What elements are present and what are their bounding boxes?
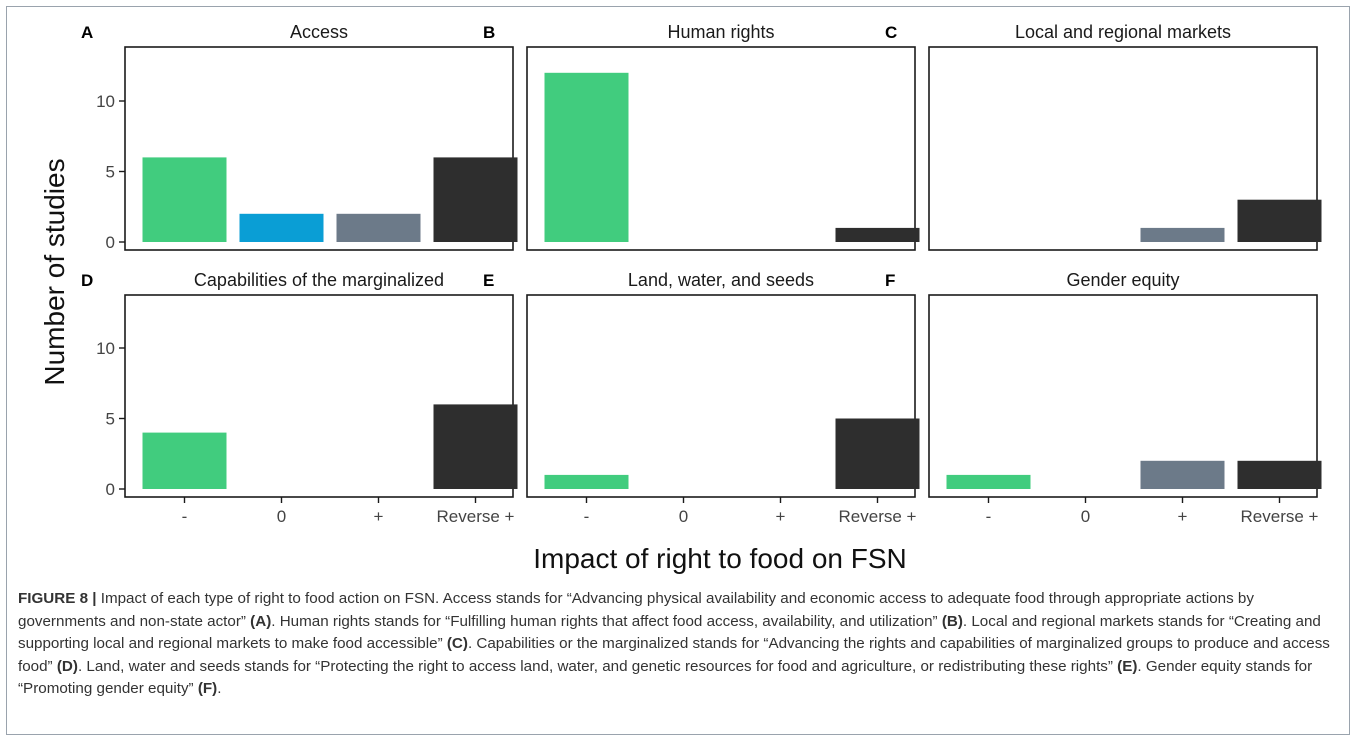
y-tick-label: 10: [96, 92, 115, 111]
caption-panel-ref: (B): [941, 612, 963, 630]
panel-title: Capabilities of the marginalized: [194, 270, 444, 290]
y-axis-title: Number of studies: [39, 158, 70, 385]
bar-f-0: [946, 474, 1031, 489]
panel-title: Local and regional markets: [1015, 22, 1231, 42]
panel-border: [124, 294, 514, 498]
x-tick-label: +: [776, 507, 786, 526]
bar-f-2: [1140, 460, 1225, 489]
figure-label: FIGURE 8 |: [18, 590, 97, 607]
x-axis-title: Impact of right to food on FSN: [533, 543, 907, 574]
panel-letter: C: [885, 23, 897, 42]
x-tick-label: Reverse +: [437, 507, 515, 526]
bar-f-3: [1237, 460, 1322, 489]
figure-caption: FIGURE 8 | Impact of each type of right …: [18, 588, 1340, 701]
panel-border: [928, 46, 1318, 251]
x-tick-label: -: [986, 507, 992, 526]
y-tick-label: 10: [96, 339, 115, 358]
x-tick-label: +: [374, 507, 384, 526]
caption-panel-ref: (C): [446, 635, 468, 653]
bar-c-2: [1140, 227, 1225, 242]
y-tick-label: 5: [106, 410, 115, 429]
x-tick-label: +: [1178, 507, 1188, 526]
panel-letter: F: [885, 271, 895, 290]
caption-segment: . Capabilities or the marginalized stand…: [18, 635, 1330, 675]
bar-c-3: [1237, 199, 1322, 242]
x-tick-label: -: [182, 507, 188, 526]
x-tick-label: 0: [1081, 507, 1090, 526]
panel-title: Human rights: [667, 22, 774, 42]
panel-letter: E: [483, 271, 494, 290]
caption-segment: . Local and regional markets stands for …: [18, 612, 1321, 653]
y-tick-label: 0: [106, 233, 115, 252]
panel-border: [928, 294, 1318, 498]
panel-letter: B: [483, 23, 495, 42]
x-tick-label: 0: [277, 507, 286, 526]
bar-b-0: [544, 72, 629, 242]
bar-d-0: [142, 432, 227, 489]
bar-a-3: [433, 157, 518, 242]
x-tick-label: -: [584, 507, 590, 526]
figure-frame: [6, 6, 1350, 735]
panel-border: [526, 46, 916, 251]
panel-title: Gender equity: [1066, 270, 1179, 290]
x-tick-label: Reverse +: [1241, 507, 1319, 526]
bar-a-2: [336, 213, 421, 242]
panel-title: Land, water, and seeds: [628, 270, 814, 290]
caption-segment: . Gender equity stands for “Promoting ge…: [18, 657, 1313, 698]
bar-d-3: [433, 404, 518, 489]
x-tick-label: Reverse +: [839, 507, 917, 526]
bar-e-0: [544, 474, 629, 489]
caption-text: Impact of each type of right to food act…: [18, 590, 1330, 697]
panel-border: [124, 46, 514, 251]
panel-border: [526, 294, 916, 498]
caption-panel-ref: (F): [197, 680, 218, 698]
panel-title: Access: [290, 22, 348, 42]
caption-segment: Impact of each type of right to food act…: [18, 590, 1254, 630]
caption-panel-ref: (E): [1117, 657, 1138, 675]
caption-panel-ref: (A): [250, 612, 272, 630]
caption-segment: . Land, water and seeds stands for “Prot…: [77, 657, 1118, 675]
y-tick-label: 5: [106, 163, 115, 182]
caption-segment: .: [217, 680, 222, 698]
faceted-bar-chart: Access A 0 5 10 Human rights B Local and region…: [39, 22, 1322, 574]
panel-letter: D: [81, 271, 93, 290]
panel-letter: A: [81, 23, 93, 42]
x-tick-label: 0: [679, 507, 688, 526]
caption-panel-ref: (D): [56, 657, 78, 675]
bar-a-1: [239, 213, 324, 242]
bar-a-0: [142, 157, 227, 242]
bar-b-3: [835, 227, 920, 242]
caption-segment: . Human rights stands for “Fulfilling hu…: [271, 612, 942, 630]
bar-e-3: [835, 418, 920, 489]
y-tick-label: 0: [106, 480, 115, 499]
